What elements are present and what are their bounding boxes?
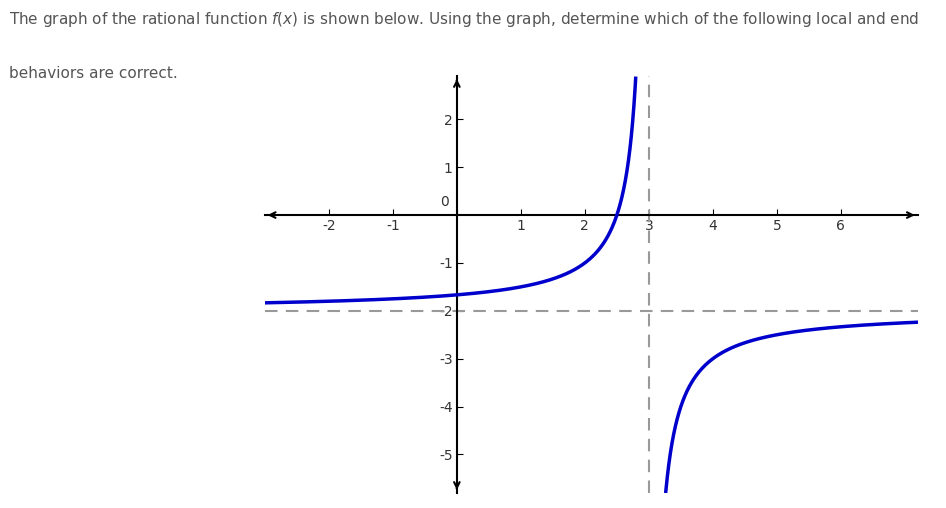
Text: 0: 0 <box>441 195 449 209</box>
Text: behaviors are correct.: behaviors are correct. <box>9 66 178 81</box>
Text: The graph of the rational function $f(x)$ is shown below. Using the graph, deter: The graph of the rational function $f(x)… <box>9 10 920 29</box>
